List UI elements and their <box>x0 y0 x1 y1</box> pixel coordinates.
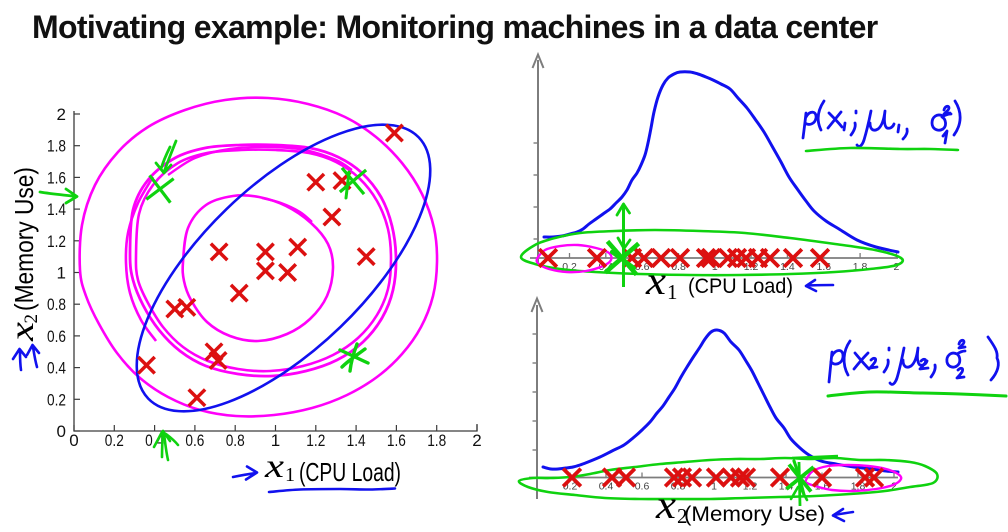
svg-text:0.6: 0.6 <box>185 431 204 450</box>
svg-text:2: 2 <box>891 481 897 493</box>
svg-text:0.4: 0.4 <box>599 481 614 493</box>
svg-text:x: x <box>655 482 676 527</box>
svg-text:0.8: 0.8 <box>47 295 66 314</box>
svg-text:x: x <box>645 258 666 303</box>
svg-text:1.8: 1.8 <box>427 431 446 450</box>
svg-text:2: 2 <box>677 504 688 528</box>
svg-text:(Memory Use): (Memory Use) <box>9 167 39 311</box>
svg-text:0.4: 0.4 <box>47 359 66 378</box>
svg-text:0.6: 0.6 <box>47 327 66 346</box>
svg-text:0.8: 0.8 <box>226 431 245 450</box>
svg-text:0.2: 0.2 <box>105 431 124 450</box>
svg-text:1: 1 <box>711 481 717 493</box>
svg-text:2: 2 <box>57 105 66 124</box>
svg-text:1: 1 <box>712 261 718 273</box>
svg-text:0.6: 0.6 <box>635 481 650 493</box>
svg-text:1.8: 1.8 <box>47 137 66 156</box>
svg-text:(CPU Load): (CPU Load) <box>299 457 401 487</box>
svg-text:0: 0 <box>57 422 66 441</box>
svg-text:x: x <box>4 322 41 342</box>
svg-text:1.4: 1.4 <box>347 431 366 450</box>
svg-text:1: 1 <box>57 264 66 283</box>
svg-text:1: 1 <box>285 464 295 486</box>
svg-text:1.6: 1.6 <box>47 168 66 187</box>
svg-text:1.4: 1.4 <box>780 261 795 273</box>
svg-text:1.2: 1.2 <box>47 232 66 251</box>
svg-text:1: 1 <box>667 280 678 304</box>
svg-text:2: 2 <box>472 431 481 450</box>
svg-text:2: 2 <box>21 314 42 324</box>
svg-text:1.4: 1.4 <box>779 481 794 493</box>
svg-text:1.2: 1.2 <box>306 431 325 450</box>
svg-text:0.2: 0.2 <box>47 390 66 409</box>
svg-text:x: x <box>264 448 284 485</box>
svg-text:1.6: 1.6 <box>387 431 406 450</box>
svg-text:2: 2 <box>893 261 899 273</box>
svg-text:0: 0 <box>69 431 78 450</box>
svg-text:1.4: 1.4 <box>47 200 66 219</box>
svg-text:(CPU Load): (CPU Load) <box>688 275 793 298</box>
svg-text:(Memory Use): (Memory Use) <box>684 503 825 526</box>
svg-text:1: 1 <box>271 431 280 450</box>
